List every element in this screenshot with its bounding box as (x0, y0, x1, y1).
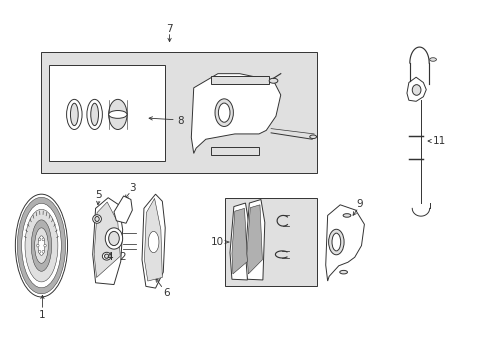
Ellipse shape (331, 233, 340, 251)
Text: 5: 5 (95, 190, 102, 200)
Ellipse shape (42, 238, 44, 241)
Text: 1: 1 (39, 310, 46, 320)
Text: 4: 4 (106, 252, 113, 262)
Text: 6: 6 (163, 288, 169, 298)
Ellipse shape (39, 250, 41, 253)
Ellipse shape (17, 197, 65, 294)
Ellipse shape (95, 216, 99, 221)
Ellipse shape (87, 99, 102, 130)
Ellipse shape (328, 229, 344, 255)
Ellipse shape (104, 254, 109, 258)
Polygon shape (325, 205, 364, 281)
Polygon shape (142, 194, 165, 288)
Ellipse shape (91, 103, 98, 126)
Bar (210, 147, 259, 155)
Polygon shape (191, 74, 280, 153)
Polygon shape (93, 198, 122, 284)
Ellipse shape (268, 78, 277, 83)
Bar (224, 198, 316, 286)
Ellipse shape (66, 99, 82, 130)
Ellipse shape (215, 99, 233, 126)
Ellipse shape (35, 228, 48, 263)
Ellipse shape (93, 215, 101, 223)
Ellipse shape (309, 135, 316, 139)
Text: 9: 9 (356, 199, 362, 209)
Ellipse shape (42, 250, 44, 253)
Polygon shape (114, 196, 132, 223)
Ellipse shape (37, 244, 39, 247)
Text: 3: 3 (129, 183, 135, 193)
Ellipse shape (70, 103, 78, 126)
Ellipse shape (105, 228, 122, 249)
Polygon shape (229, 203, 249, 280)
Ellipse shape (15, 194, 67, 297)
Ellipse shape (148, 231, 159, 253)
Ellipse shape (108, 99, 127, 130)
Ellipse shape (102, 252, 111, 260)
Text: 7: 7 (166, 24, 173, 34)
Ellipse shape (39, 238, 41, 241)
Text: 11: 11 (432, 136, 446, 146)
Ellipse shape (25, 209, 58, 282)
Ellipse shape (38, 236, 45, 255)
Bar (41, 53, 316, 173)
Ellipse shape (339, 270, 347, 274)
Ellipse shape (108, 111, 127, 118)
Polygon shape (144, 198, 162, 281)
Ellipse shape (429, 58, 435, 61)
Polygon shape (406, 77, 426, 101)
Ellipse shape (108, 231, 119, 246)
Bar (210, 76, 268, 84)
Polygon shape (245, 199, 264, 280)
Polygon shape (94, 202, 120, 278)
Ellipse shape (218, 103, 229, 122)
Ellipse shape (31, 220, 52, 271)
Text: 2: 2 (119, 252, 126, 262)
Ellipse shape (343, 214, 350, 217)
Polygon shape (246, 205, 262, 274)
Text: 8: 8 (177, 116, 183, 126)
Polygon shape (231, 208, 247, 274)
Ellipse shape (411, 85, 420, 95)
Text: 10: 10 (211, 237, 224, 247)
Bar (49, 65, 164, 161)
Ellipse shape (44, 244, 46, 247)
Ellipse shape (21, 203, 61, 288)
